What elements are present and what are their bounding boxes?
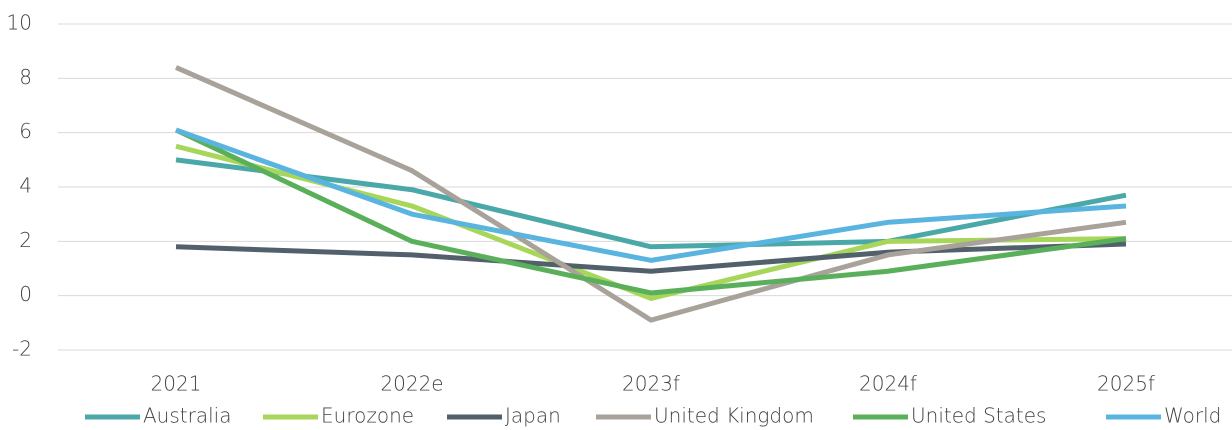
series-line [175,157,1127,250]
y-tick-label: 2 [19,228,32,252]
x-tick-label: 2025f [1097,372,1155,396]
legend-label: Japan [505,404,561,428]
series-line [174,127,1127,296]
series-line [175,241,1127,274]
legend-label: United Kingdom [654,404,814,428]
y-tick-label: -2 [12,337,32,361]
x-tick-label: 2023f [622,372,680,396]
x-tick-label: 2022e [380,372,443,396]
y-tick-label: 0 [19,282,32,306]
y-tick-label: 10 [7,11,32,35]
x-tick-label: 2024f [859,372,917,396]
legend-label: Eurozone [321,404,414,428]
y-tick-label: 8 [19,65,32,89]
legend-label: United States [911,404,1046,428]
y-tick-label: 6 [19,119,32,143]
legend-label: Australia [143,404,231,428]
series-line [174,65,1127,323]
legend-label: World [1164,404,1221,428]
series-line [175,127,1127,263]
x-tick-label: 2021 [151,372,202,396]
y-tick-label: 4 [19,174,32,198]
